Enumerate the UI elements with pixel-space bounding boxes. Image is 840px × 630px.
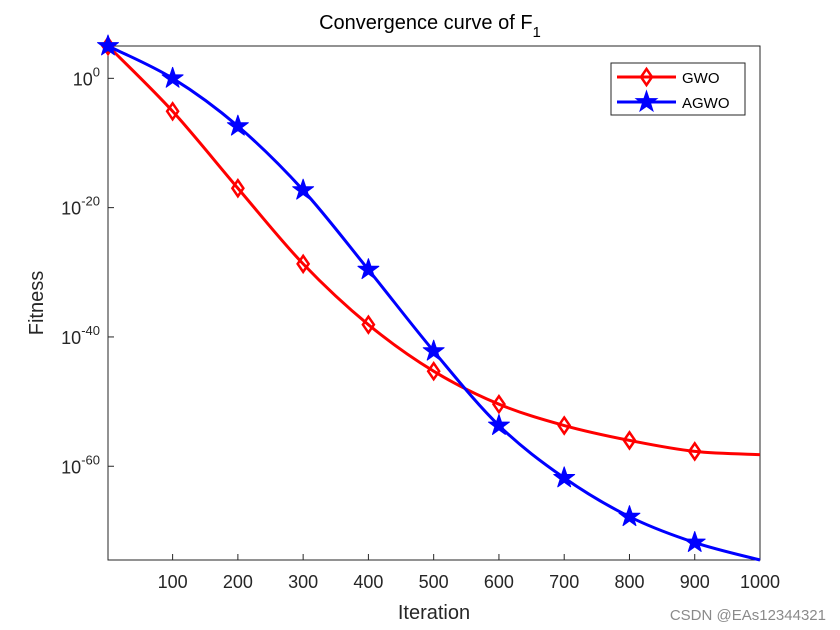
y-tick-label: 100 [73, 64, 100, 89]
series-line-agwo [107, 44, 761, 562]
legend-label-gwo: GWO [682, 70, 720, 87]
data-point-agwo [618, 505, 641, 527]
data-point-gwo [426, 361, 441, 382]
data-point-agwo [161, 66, 184, 88]
series-gwo [100, 35, 761, 462]
x-tick-label: 900 [680, 572, 710, 592]
plot-area [107, 45, 761, 561]
star-marker-icon [634, 89, 659, 113]
data-point-agwo [487, 414, 510, 435]
x-tick-label: 400 [353, 572, 383, 592]
legend-item-agwo: AGWO [617, 89, 730, 113]
watermark: CSDN @EAs12344321 [670, 607, 826, 624]
y-tick-exponent: 0 [93, 64, 100, 79]
data-point-gwo [491, 393, 506, 415]
y-tick-label: 10-20 [61, 194, 100, 219]
data-point-agwo [357, 258, 380, 280]
data-point-gwo [296, 253, 311, 275]
data-point-gwo [165, 101, 180, 122]
data-point-agwo [292, 178, 315, 200]
y-tick-label: 10-60 [61, 452, 100, 477]
series-agwo [97, 34, 761, 562]
y-tick-base: 10 [61, 457, 81, 477]
y-axis-label: Fitness [26, 271, 48, 335]
legend-marker-gwo [639, 66, 654, 88]
legend-box [610, 62, 746, 116]
series-line-gwo [106, 44, 761, 457]
x-tick-label: 500 [419, 572, 449, 592]
y-tick-exponent: -40 [81, 323, 100, 338]
legend: GWO AGWO [610, 62, 746, 116]
y-tick-base: 10 [61, 328, 81, 348]
y-tick-label: 10-40 [61, 323, 100, 348]
x-tick-label: 600 [484, 572, 514, 592]
x-axis-label: Iteration [398, 602, 470, 624]
y-tick-exponent: -20 [81, 194, 100, 209]
data-point-gwo [622, 430, 637, 451]
x-tick-label: 800 [614, 572, 644, 592]
y-tick-base: 10 [73, 69, 93, 89]
x-tick-label: 100 [158, 572, 188, 592]
chart-title: Convergence curve of F1 [319, 12, 541, 41]
data-point-gwo [230, 178, 245, 199]
data-point-agwo [226, 114, 249, 136]
legend-label-agwo: AGWO [682, 95, 730, 112]
legend-item-gwo: GWO [617, 66, 720, 88]
axis-ticks: 100 200 300 400 500 600 700 800 900 100010010-201… [61, 64, 780, 592]
data-point-agwo [683, 531, 706, 552]
x-tick-label: 1000 [740, 572, 780, 592]
data-point-gwo [557, 415, 572, 436]
data-point-gwo [687, 441, 702, 462]
data-point-agwo [422, 339, 445, 361]
data-point-gwo [361, 314, 376, 335]
x-tick-label: 700 [549, 572, 579, 592]
y-tick-exponent: -60 [81, 452, 100, 467]
x-tick-label: 300 [288, 572, 318, 592]
x-tick-label: 200 [223, 572, 253, 592]
legend-marker-agwo [634, 89, 659, 113]
series-layer [97, 34, 761, 562]
y-tick-base: 10 [61, 199, 81, 219]
data-point-agwo [553, 466, 576, 488]
data-point-agwo [97, 34, 119, 56]
